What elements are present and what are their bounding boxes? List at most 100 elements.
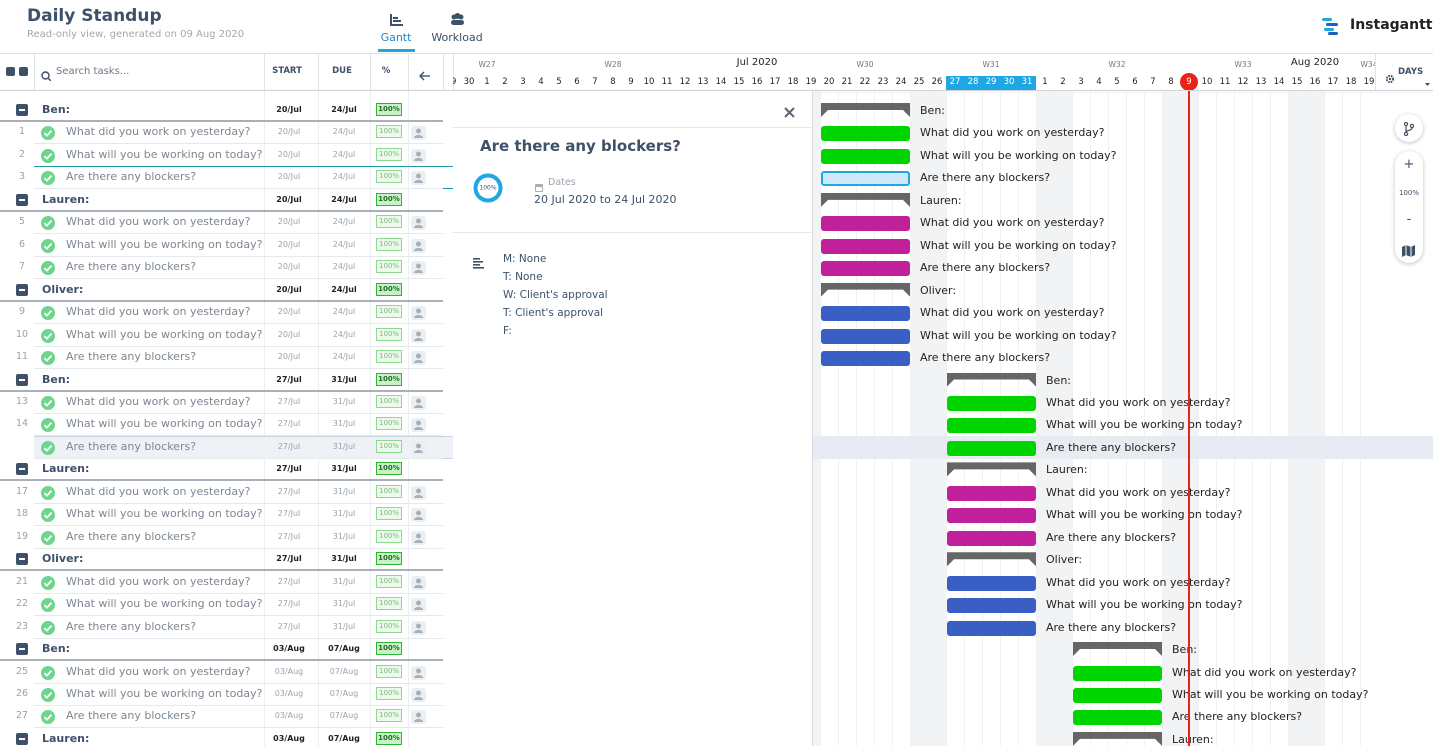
selected-day-bg [1018, 76, 1036, 90]
row-divider [34, 188, 443, 190]
task-bar[interactable] [1073, 710, 1162, 726]
progress-badge: 100% [376, 619, 402, 633]
task-name[interactable]: What did you work on yesterday? [66, 125, 251, 139]
task-bar[interactable] [947, 395, 1036, 411]
assignee-icon [411, 620, 426, 639]
task-bar[interactable] [821, 171, 910, 187]
row-number: 2 [18, 148, 26, 160]
task-bar[interactable] [821, 238, 910, 254]
due-date: 24/Jul [332, 217, 356, 227]
group-name[interactable]: Ben: [42, 103, 71, 116]
column-header[interactable]: DUE [332, 66, 352, 76]
task-name[interactable]: What will you be working on today? [66, 417, 263, 431]
assignee-icon-svg [411, 485, 426, 500]
due-date: 31/Jul [332, 419, 356, 429]
task-name[interactable]: Are there any blockers? [66, 709, 197, 723]
due-date: 24/Jul [331, 194, 357, 204]
assignee-icon-svg [411, 238, 426, 253]
task-bar[interactable] [1073, 687, 1162, 703]
task-bar[interactable] [821, 126, 910, 142]
due-date: 24/Jul [331, 105, 357, 114]
start-date: 20/Jul [277, 239, 301, 249]
task-name[interactable]: What did you work on yesterday? [66, 574, 251, 588]
zoom-in[interactable]: + [1403, 157, 1415, 172]
column-header[interactable]: START [272, 66, 302, 76]
task-bar[interactable] [947, 620, 1036, 636]
collapse-arrow [419, 66, 431, 85]
group-name[interactable]: Lauren: [42, 731, 90, 745]
group-name[interactable]: Lauren: [42, 462, 90, 476]
due-date: 31/Jul [332, 599, 356, 609]
task-bar[interactable] [821, 306, 910, 322]
day-label: 8 [610, 77, 616, 87]
task-name[interactable]: What did you work on yesterday? [66, 484, 251, 498]
task-name[interactable]: What will you be working on today? [66, 507, 263, 521]
task-bar[interactable] [947, 530, 1036, 546]
bar-label: What will you be working on today? [1046, 598, 1243, 612]
task-name[interactable]: What will you be working on today? [66, 147, 263, 161]
task-name[interactable]: What did you work on yesterday? [66, 664, 251, 678]
task-bar[interactable] [1073, 665, 1162, 681]
weekend-column [1306, 91, 1324, 746]
task-name[interactable]: Are there any blockers? [66, 260, 197, 274]
task-bar[interactable] [947, 440, 1036, 456]
bar-label: What will you be working on today? [920, 148, 1117, 162]
day-gridline [1126, 91, 1127, 746]
branch-button[interactable] [1395, 114, 1423, 142]
task-bar[interactable] [947, 485, 1036, 501]
row-number: 27 [15, 710, 29, 722]
task-bar[interactable] [947, 508, 1036, 524]
task-name[interactable]: What will you be working on today? [66, 237, 263, 251]
close-button[interactable] [784, 103, 795, 122]
expand-all[interactable] [6, 67, 15, 76]
zoom-out[interactable]: - [1406, 212, 1412, 227]
task-name[interactable]: Are there any blockers? [66, 170, 197, 184]
task-bar[interactable] [947, 575, 1036, 591]
task-bar[interactable] [821, 216, 910, 232]
collapse-all[interactable] [19, 67, 28, 76]
task-name[interactable]: What did you work on yesterday? [66, 215, 251, 229]
task-bar[interactable] [947, 418, 1036, 434]
assignee-icon-svg [411, 418, 426, 433]
group-name[interactable]: Lauren: [42, 192, 90, 206]
task-name[interactable]: What will you be working on today? [66, 597, 263, 611]
page-title: Daily Standup [27, 6, 162, 26]
row-number: 26 [15, 687, 29, 699]
selected-day-bg [1000, 76, 1018, 90]
due-date: 31/Jul [332, 396, 356, 406]
day-label: 9 [628, 77, 634, 87]
caret-svg [1425, 83, 1430, 86]
day-gridline [1054, 91, 1055, 746]
group-name[interactable]: Ben: [42, 642, 71, 656]
task-name[interactable]: Are there any blockers? [66, 350, 197, 364]
task-bar[interactable] [821, 148, 910, 164]
column-header[interactable]: % [381, 66, 391, 76]
task-bar[interactable] [947, 598, 1036, 614]
group-name[interactable]: Oliver: [42, 282, 84, 296]
task-name[interactable]: Are there any blockers? [66, 529, 197, 543]
row-divider [34, 255, 443, 257]
task-name[interactable]: What will you be working on today? [66, 686, 263, 700]
task-name[interactable]: What did you work on yesterday? [66, 305, 251, 319]
detail-title: Are there any blockers? [480, 137, 681, 155]
group-name[interactable]: Oliver: [42, 552, 84, 566]
task-name[interactable]: What will you be working on today? [66, 327, 263, 341]
search-placeholder[interactable]: Search tasks... [56, 66, 130, 77]
tab[interactable]: Gantt [380, 31, 412, 44]
tab[interactable]: Workload [431, 31, 483, 44]
task-bar[interactable] [821, 351, 910, 367]
group-name[interactable]: Ben: [42, 372, 71, 386]
task-bar[interactable] [821, 261, 910, 277]
task-name[interactable]: Are there any blockers? [66, 619, 197, 633]
due-date: 24/Jul [332, 172, 356, 182]
row-divider [0, 209, 443, 212]
bar-label: What did you work on yesterday? [1172, 665, 1357, 679]
scale-select[interactable]: DAYS [1398, 67, 1424, 77]
day-label: 2 [1060, 77, 1066, 87]
progress-badge: 100% [376, 731, 402, 745]
due-date: 24/Jul [332, 127, 356, 137]
task-bar[interactable] [821, 328, 910, 344]
row-number: 13 [15, 395, 29, 407]
task-name[interactable]: What did you work on yesterday? [66, 394, 251, 408]
task-name[interactable]: Are there any blockers? [66, 439, 197, 453]
